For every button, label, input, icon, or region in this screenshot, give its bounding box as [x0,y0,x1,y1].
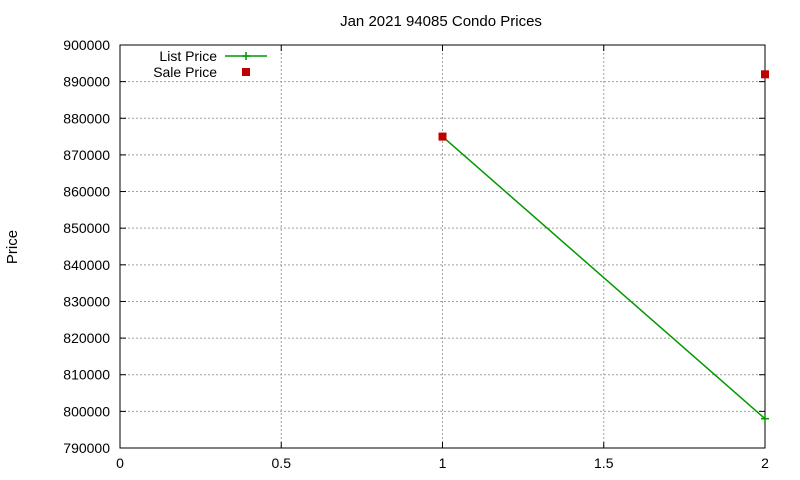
legend-label: Sale Price [153,64,217,80]
y-tick-label: 840000 [63,257,110,273]
gridlines [120,45,765,448]
y-axis-label: Price [4,230,21,264]
sale-price-point [438,132,447,141]
chart-title: Jan 2021 94085 Condo Prices [340,13,542,30]
y-tick-label: 850000 [63,220,110,236]
x-tick-label: 1 [439,455,447,471]
x-axis-ticks: 0 0.5 1 1.5 2 [116,45,769,471]
y-tick-label: 870000 [63,147,110,163]
list-price-point [761,414,769,423]
y-tick-label: 830000 [63,293,110,309]
legend-label: List Price [159,48,217,64]
y-axis-ticks: 790000 800000 810000 820000 830000 840000 8500… [63,37,765,456]
x-tick-label: 0 [116,455,124,471]
y-tick-label: 810000 [63,367,110,383]
y-tick-label: 790000 [63,440,110,456]
x-tick-label: 0.5 [272,455,292,471]
legend-swatch-marker [242,68,250,76]
y-tick-label: 890000 [63,74,110,90]
x-tick-label: 2 [761,455,769,471]
y-tick-label: 880000 [63,110,110,126]
sale-price-point [761,70,769,79]
x-tick-label: 1.5 [594,455,614,471]
y-tick-label: 900000 [63,37,110,53]
legend-swatch-marker [242,52,250,60]
y-tick-label: 800000 [63,403,110,419]
y-tick-label: 820000 [63,330,110,346]
series-layer [438,70,769,423]
list-price-line [442,136,766,420]
y-tick-label: 860000 [63,184,110,200]
